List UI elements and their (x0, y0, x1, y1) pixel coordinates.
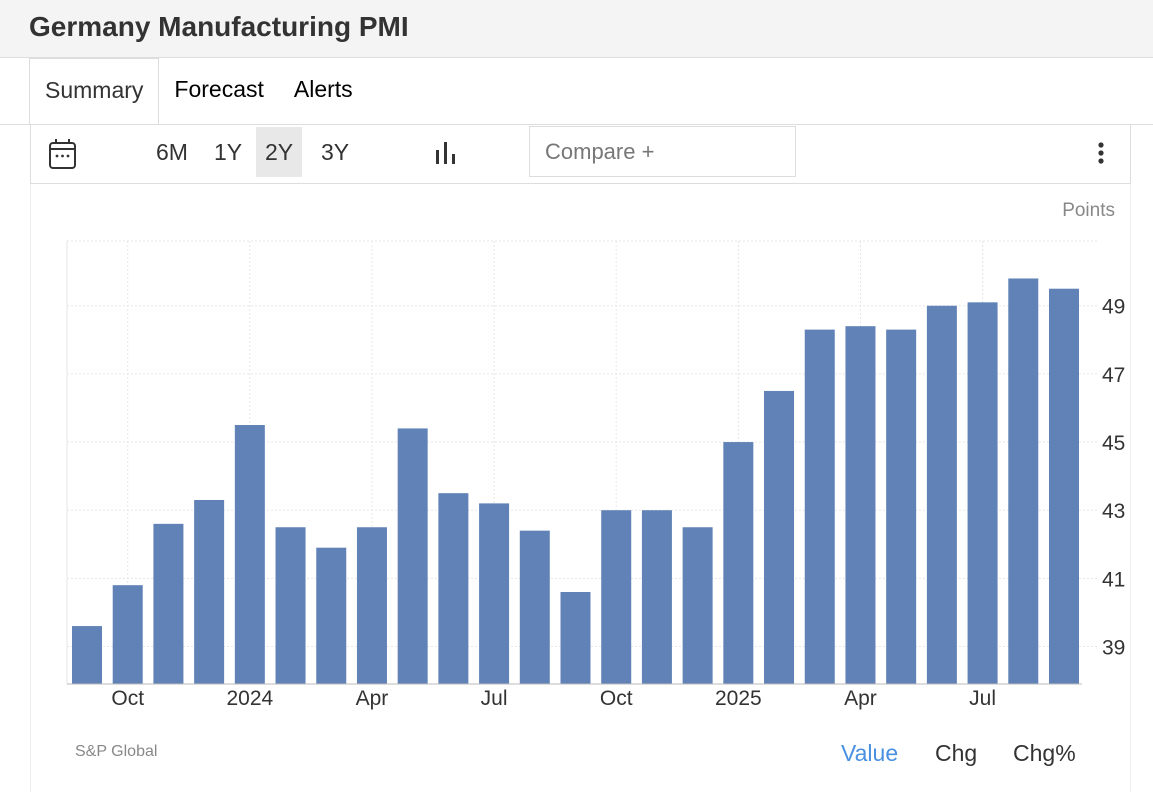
y-tick-label: 39 (1102, 637, 1125, 660)
page-title: Germany Manufacturing PMI (29, 11, 409, 42)
bar[interactable]: Oct 2024: 43 (601, 510, 632, 684)
x-tick-label: Apr (356, 687, 389, 710)
tab-alerts[interactable]: Alerts (293, 76, 353, 102)
header: Germany Manufacturing PMI (0, 0, 1153, 58)
bar-chart-icon[interactable] (434, 140, 458, 171)
bar[interactable]: Jun 2024: 43.5 (438, 493, 469, 684)
bar[interactable]: Dec 2024: 42.5 (682, 527, 713, 684)
bar[interactable]: Feb 2025: 46.5 (764, 390, 795, 684)
bar[interactable]: Jan 2024: 45.5 (234, 425, 265, 684)
bar[interactable]: Jun 2025: 49 (926, 305, 957, 684)
chart-panel (30, 184, 1131, 792)
bar[interactable]: Jul 2024: 43.2 (479, 503, 510, 684)
x-tick-label: Jul (969, 687, 996, 710)
bar[interactable]: Apr 2024: 42.5 (356, 527, 387, 684)
bar[interactable]: Mar 2025: 48.3 (804, 329, 835, 684)
x-tick-label: Oct (111, 687, 144, 710)
x-tick-label: Jul (481, 687, 508, 710)
range-1y-button[interactable]: 1Y (214, 139, 243, 165)
chart-toolbar: 6M 1Y 2Y 3Y Compare + (30, 124, 1131, 184)
bar[interactable]: Sep 2025: 49.5 (1049, 288, 1079, 684)
x-tick-label: Oct (600, 687, 633, 710)
bar[interactable]: Sep 2023: 39.6 (72, 626, 102, 684)
bar[interactable]: Dec 2023: 43.3 (194, 499, 225, 684)
range-2y-button[interactable]: 2Y (256, 127, 303, 177)
y-tick-label: 47 (1102, 364, 1125, 387)
y-tick-label: 41 (1102, 568, 1125, 591)
x-tick-label: 2025 (715, 687, 762, 710)
bar[interactable]: Nov 2024: 43 (641, 510, 672, 684)
bar[interactable]: Apr 2025: 48.4 (845, 326, 876, 684)
bar[interactable]: Jul 2025: 49.1 (967, 302, 998, 684)
range-6m-button[interactable]: 6M (156, 139, 188, 165)
range-3y-button[interactable]: 3Y (321, 139, 350, 165)
mode-chgpct-button[interactable]: Chg% (1013, 740, 1076, 766)
bar[interactable]: Sep 2024: 40.6 (560, 591, 591, 684)
x-tick-label: 2024 (226, 687, 273, 710)
bar[interactable]: Aug 2025: 49.8 (1008, 278, 1039, 684)
bar[interactable]: May 2025: 48.3 (886, 329, 917, 684)
x-tick-label: Apr (844, 687, 877, 710)
y-tick-label: 45 (1102, 432, 1125, 455)
bar[interactable]: Feb 2024: 42.5 (275, 527, 306, 684)
bar[interactable]: Mar 2024: 41.9 (316, 547, 347, 684)
unit-label: Points (1062, 200, 1115, 221)
tab-divider (0, 124, 1153, 125)
compare-input[interactable]: Compare + (529, 126, 796, 177)
y-tick-label: 43 (1102, 500, 1125, 523)
bar[interactable]: Nov 2023: 42.6 (153, 523, 184, 684)
mode-chg-button[interactable]: Chg (935, 740, 978, 766)
mode-value-button[interactable]: Value (841, 740, 899, 766)
bar[interactable]: May 2024: 45.4 (397, 428, 428, 684)
bar[interactable]: Oct 2023: 40.8 (112, 585, 143, 684)
source-label: S&P Global (75, 743, 158, 760)
tab-forecast[interactable]: Forecast (174, 76, 264, 102)
bar[interactable]: Jan 2025: 45 (723, 442, 754, 684)
more-options-icon[interactable] (1095, 141, 1107, 172)
y-tick-label: 49 (1102, 296, 1125, 319)
bar[interactable]: Aug 2024: 42.4 (519, 530, 550, 684)
calendar-icon[interactable] (48, 138, 78, 175)
